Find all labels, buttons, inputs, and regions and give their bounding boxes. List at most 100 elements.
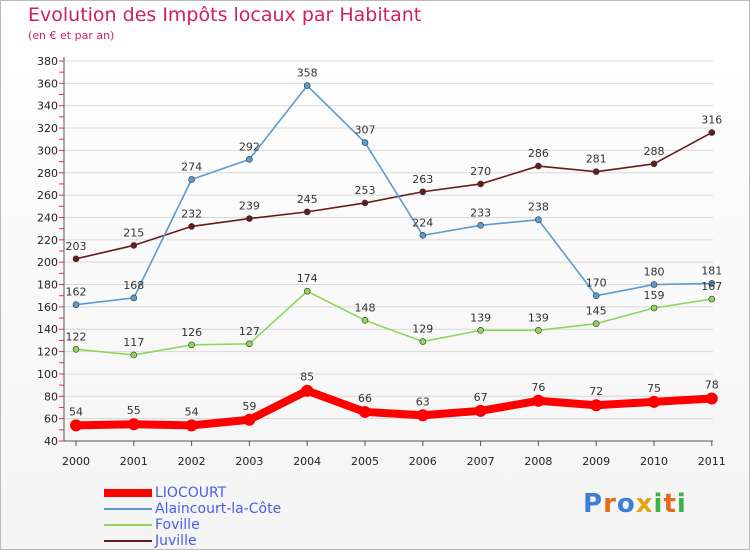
y-tick-label-60: 60 xyxy=(44,413,58,426)
data-label-foville-2009: 145 xyxy=(586,305,607,318)
y-tick-label-100: 100 xyxy=(37,368,58,381)
data-point-liocourt-2010 xyxy=(648,395,660,408)
chart-title: Evolution des Impôts locaux par Habitant xyxy=(28,4,422,26)
data-label-alaincourt-la-c-te-2002: 274 xyxy=(181,160,202,173)
data-point-foville-2011 xyxy=(708,295,716,303)
data-point-juville-2001 xyxy=(130,242,138,249)
data-point-alaincourt-la-c-te-2009 xyxy=(592,292,600,300)
data-label-juville-2010: 288 xyxy=(644,145,665,158)
data-label-alaincourt-la-c-te-2009: 170 xyxy=(586,277,607,290)
data-point-foville-2010 xyxy=(650,304,658,312)
x-tick-label-2003: 2003 xyxy=(235,455,263,468)
data-label-liocourt-2010: 75 xyxy=(647,382,661,395)
data-point-alaincourt-la-c-te-2011 xyxy=(708,280,716,287)
legend-label: Juville xyxy=(155,533,197,549)
data-point-foville-2004 xyxy=(303,287,311,295)
data-point-foville-2005 xyxy=(361,316,369,324)
legend-label: LIOCOURT xyxy=(155,485,227,501)
data-label-liocourt-2005: 66 xyxy=(358,392,372,405)
data-point-liocourt-2000 xyxy=(70,419,82,432)
legend-label: Foville xyxy=(155,517,200,533)
data-point-alaincourt-la-c-te-2003 xyxy=(246,156,253,163)
x-tick-label-2011: 2011 xyxy=(698,455,726,468)
data-label-foville-2006: 129 xyxy=(412,323,433,336)
x-tick-label-2001: 2001 xyxy=(120,455,148,468)
data-label-alaincourt-la-c-te-2000: 162 xyxy=(66,286,87,299)
y-tick-label-200: 200 xyxy=(37,256,58,269)
x-tick-label-2009: 2009 xyxy=(582,455,610,468)
data-label-liocourt-2006: 63 xyxy=(416,395,430,408)
series-line-alaincourt-la-c-te xyxy=(75,84,712,306)
data-label-alaincourt-la-c-te-2001: 168 xyxy=(123,279,144,292)
y-tick-label-360: 360 xyxy=(37,77,58,90)
data-label-foville-2003: 127 xyxy=(239,325,260,338)
y-tick-label-380: 380 xyxy=(37,55,58,68)
data-label-liocourt-2000: 54 xyxy=(69,405,83,418)
data-point-alaincourt-la-c-te-2010 xyxy=(650,281,658,288)
data-point-alaincourt-la-c-te-2007 xyxy=(477,221,484,229)
data-label-juville-2009: 281 xyxy=(586,153,607,166)
data-label-juville-2008: 286 xyxy=(528,147,549,160)
y-tick-label-240: 240 xyxy=(37,211,58,224)
data-point-liocourt-2011 xyxy=(705,392,718,405)
y-tick-label-140: 140 xyxy=(37,323,58,336)
data-label-foville-2001: 117 xyxy=(123,336,144,349)
data-point-alaincourt-la-c-te-2005 xyxy=(361,139,369,146)
data-point-liocourt-2002 xyxy=(185,419,198,432)
legend-swatch xyxy=(104,540,152,542)
data-label-liocourt-2009: 72 xyxy=(589,385,603,398)
chart-subtitle: (en € et par an) xyxy=(28,29,115,42)
data-label-juville-2004: 245 xyxy=(297,193,318,206)
data-label-foville-2011: 167 xyxy=(701,280,722,293)
data-point-juville-2002 xyxy=(188,223,195,230)
data-point-alaincourt-la-c-te-2002 xyxy=(188,176,195,183)
y-tick-label-320: 320 xyxy=(37,122,58,135)
y-tick-label-300: 300 xyxy=(37,144,58,157)
legend-swatch xyxy=(104,508,152,510)
data-label-alaincourt-la-c-te-2006: 224 xyxy=(412,216,433,229)
data-label-alaincourt-la-c-te-2004: 358 xyxy=(297,67,318,80)
data-label-foville-2005: 148 xyxy=(355,301,376,314)
data-point-juville-2003 xyxy=(246,215,253,222)
x-tick-label-2005: 2005 xyxy=(351,455,379,468)
data-point-juville-2009 xyxy=(592,168,600,175)
data-point-juville-2000 xyxy=(72,255,80,263)
data-point-foville-2008 xyxy=(535,327,542,334)
data-point-foville-2007 xyxy=(477,327,484,334)
data-label-alaincourt-la-c-te-2007: 233 xyxy=(470,206,491,219)
data-point-juville-2006 xyxy=(419,188,427,196)
data-label-alaincourt-la-c-te-2010: 180 xyxy=(644,266,665,279)
data-label-juville-2006: 263 xyxy=(412,173,433,186)
x-tick-label-2000: 2000 xyxy=(62,455,90,468)
y-tick-label-80: 80 xyxy=(44,390,58,403)
x-tick-label-2007: 2007 xyxy=(467,455,495,468)
data-point-foville-2001 xyxy=(130,351,138,359)
data-label-foville-2007: 139 xyxy=(470,311,491,324)
data-point-alaincourt-la-c-te-2004 xyxy=(303,82,311,89)
data-point-foville-2009 xyxy=(592,320,600,327)
data-point-juville-2005 xyxy=(361,199,369,207)
data-point-liocourt-2006 xyxy=(416,409,429,422)
data-label-liocourt-2007: 67 xyxy=(474,391,488,404)
data-label-foville-2010: 159 xyxy=(644,289,665,302)
data-point-alaincourt-la-c-te-2000 xyxy=(72,301,80,308)
data-label-juville-2007: 270 xyxy=(470,165,491,178)
data-point-liocourt-2008 xyxy=(532,394,545,407)
data-point-foville-2002 xyxy=(188,341,195,349)
legend-swatch xyxy=(104,524,152,526)
data-label-liocourt-2011: 78 xyxy=(705,379,719,392)
data-point-juville-2008 xyxy=(535,162,542,170)
y-tick-label-120: 120 xyxy=(37,346,58,359)
x-tick-label-2002: 2002 xyxy=(178,455,206,468)
data-point-juville-2007 xyxy=(477,180,484,188)
data-point-foville-2000 xyxy=(72,346,80,353)
data-label-juville-2002: 232 xyxy=(181,207,202,220)
x-tick-label-2010: 2010 xyxy=(640,455,668,468)
data-point-foville-2003 xyxy=(246,340,253,348)
proxiti-logo: Proxiti xyxy=(583,489,687,519)
data-label-alaincourt-la-c-te-2003: 292 xyxy=(239,140,260,153)
x-tick-label-2008: 2008 xyxy=(524,455,552,468)
data-point-liocourt-2007 xyxy=(474,404,487,417)
y-tick-label-160: 160 xyxy=(37,301,58,314)
data-point-liocourt-2001 xyxy=(127,418,140,431)
